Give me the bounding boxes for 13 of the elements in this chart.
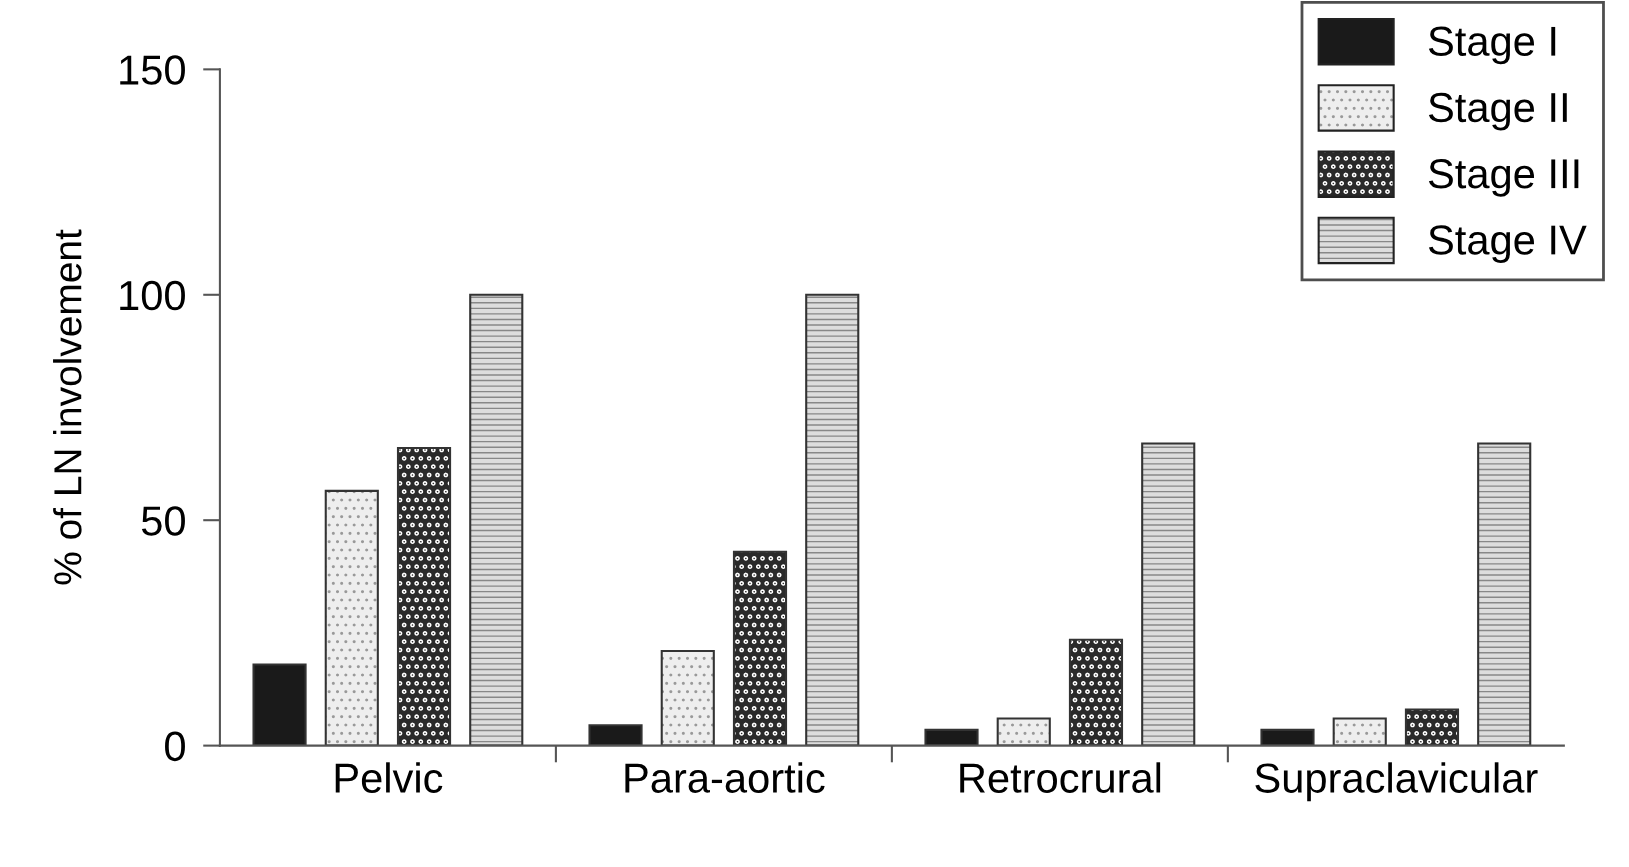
legend-label: Stage IV [1428, 225, 1587, 264]
legend-label: Stage I [1428, 26, 1556, 65]
y-tick-label: 100 [120, 280, 185, 311]
legend-label: Stage III [1428, 159, 1579, 197]
x-tick-label: Para-aortic [625, 762, 825, 793]
legend-label: Stage II [1428, 92, 1567, 131]
x-tick-label: Retrocrural [960, 762, 1161, 793]
y-axis-title: % of LN involvement [53, 229, 82, 585]
x-tick-label: Pelvic [335, 762, 443, 793]
x-tick-label: Supraclavicular [1255, 762, 1538, 802]
y-tick-label: 0 [165, 731, 185, 762]
y-tick-label: 150 [120, 55, 185, 85]
y-tick-label: 50 [141, 506, 185, 536]
